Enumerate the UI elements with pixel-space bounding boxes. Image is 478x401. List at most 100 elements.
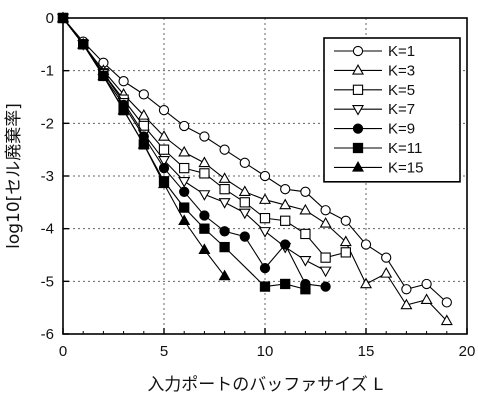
data-point (299, 256, 312, 267)
data-point (280, 184, 291, 195)
data-point (97, 69, 110, 81)
data-point (117, 103, 130, 115)
data-point (258, 227, 272, 238)
data-point (198, 156, 211, 168)
data-point (300, 228, 311, 240)
data-point (401, 284, 412, 295)
data-point (157, 155, 171, 167)
data-point (320, 281, 331, 292)
data-point (179, 202, 190, 213)
y-tick-label: 0 (46, 10, 54, 27)
data-point (158, 144, 170, 155)
y-tick-label: -2 (41, 115, 54, 132)
legend-item: K=9 (334, 121, 415, 138)
data-point (300, 284, 311, 295)
legend-marker (352, 84, 364, 95)
data-point (137, 137, 150, 149)
data-point (219, 226, 230, 237)
data-point (219, 144, 230, 155)
legend-label: K=9 (388, 121, 415, 138)
data-point (219, 241, 230, 253)
data-point (340, 215, 351, 226)
legend-marker (352, 123, 364, 134)
data-point (259, 263, 271, 274)
data-point (218, 269, 231, 281)
legend-item: K=1 (334, 43, 415, 60)
data-point (157, 130, 171, 141)
data-point (420, 293, 433, 304)
data-point (199, 210, 210, 221)
data-point (158, 105, 170, 116)
legend-label: K=7 (388, 101, 415, 118)
x-tick-label: 15 (358, 343, 375, 360)
legend-marker (351, 104, 365, 116)
x-tick-label: 20 (459, 343, 476, 360)
legend-label: K=3 (388, 62, 415, 79)
series-7 (56, 11, 231, 281)
data-point (280, 239, 291, 250)
legend-marker (351, 63, 365, 75)
data-point (178, 214, 191, 225)
data-point (218, 172, 231, 183)
data-point (339, 235, 352, 247)
data-point (440, 314, 453, 326)
data-point (259, 170, 271, 182)
legend-item: K=3 (334, 62, 415, 79)
data-point (198, 190, 211, 201)
y-axis-label: log10[セル廃棄率] (4, 103, 24, 249)
series-layer (56, 11, 453, 326)
data-point (138, 89, 149, 100)
data-point (198, 243, 211, 254)
data-point (238, 185, 251, 197)
data-point (239, 197, 250, 208)
y-tick-label: -6 (41, 326, 54, 343)
y-tick-label: -1 (41, 63, 54, 80)
data-point (137, 109, 150, 120)
data-point (441, 297, 452, 308)
data-point (239, 231, 250, 242)
legend-marker (352, 45, 364, 57)
data-point (300, 186, 311, 197)
x-axis-label: 入力ポートのバッファサイズ L (147, 375, 383, 395)
data-point (400, 298, 413, 310)
x-tick-label: 0 (59, 343, 67, 360)
data-point (259, 281, 271, 292)
data-point (118, 76, 129, 87)
legend-item: K=5 (334, 82, 415, 99)
data-point (340, 247, 351, 258)
data-point (77, 37, 90, 49)
data-point (218, 198, 231, 209)
data-point (219, 184, 230, 195)
legend-item: K=15 (334, 159, 423, 176)
data-point (319, 216, 332, 228)
data-point (179, 162, 190, 174)
legend-item: K=11 (334, 140, 422, 157)
legend-marker (351, 160, 365, 172)
data-point (178, 145, 191, 157)
data-point (319, 266, 332, 278)
data-point (259, 212, 271, 224)
x-tick-label: 5 (160, 343, 168, 360)
data-point (157, 177, 171, 189)
legend: K=1 K=3 K=5 K=7 K=9 K=11 K=15 (323, 37, 461, 183)
series-line (62, 17, 326, 272)
data-point (360, 239, 372, 250)
data-point (381, 252, 392, 263)
data-point (279, 198, 292, 210)
data-point (320, 252, 331, 263)
series-4 (56, 13, 332, 278)
y-tick-label: -4 (41, 221, 54, 238)
data-point (179, 120, 190, 132)
x-tick-label: 10 (257, 343, 274, 360)
data-point (199, 223, 210, 234)
legend-item: K=7 (334, 101, 415, 118)
legend-label: K=1 (388, 43, 415, 60)
data-point (158, 162, 170, 174)
legend-box (323, 37, 461, 183)
data-point (199, 131, 210, 142)
data-point (280, 278, 291, 290)
data-point (258, 193, 272, 204)
data-point (178, 177, 191, 188)
